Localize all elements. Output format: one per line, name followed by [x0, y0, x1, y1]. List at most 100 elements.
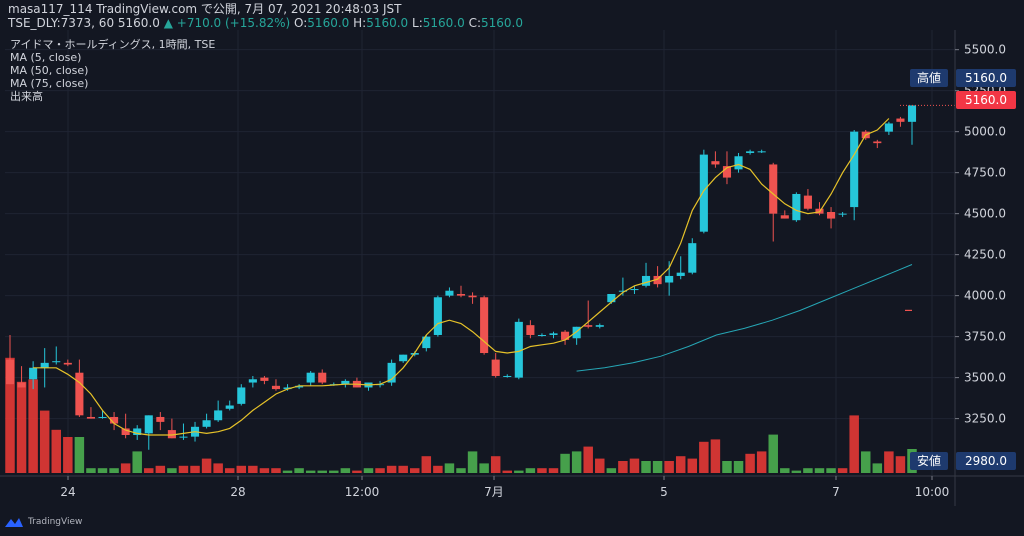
last-price-tag: 5160.0	[956, 91, 1016, 109]
volume-bar	[51, 429, 61, 473]
price-axis[interactable]: 5500.05250.05000.04750.04500.04250.04000…	[955, 43, 1006, 426]
time-tick-label: 28	[230, 485, 245, 499]
high-value: 5160.0	[366, 16, 409, 30]
ma5-line	[33, 118, 890, 436]
volume-bar	[444, 463, 455, 473]
time-axis[interactable]: 24 28 12:00 7月 5 7 10:00	[60, 476, 949, 499]
volume-bar	[74, 437, 85, 473]
volume-bar	[780, 468, 790, 473]
candle-body	[595, 325, 604, 327]
time-tick-label: 7月	[484, 485, 504, 499]
legend-ma75: MA (75, close)	[10, 77, 88, 90]
volume-bar	[386, 465, 397, 473]
candle-body	[283, 387, 292, 390]
volume-bar	[28, 379, 38, 473]
candle-body	[780, 215, 789, 219]
ma50-line	[576, 264, 913, 372]
volume-bar	[294, 468, 304, 473]
candle-body	[399, 354, 408, 362]
symbol-info: TSE_DLY:7373, 60 5160.0 ▲ +710.0 (+15.82…	[8, 16, 523, 30]
volume-bar	[652, 461, 663, 473]
legend-ma50: MA (50, close)	[10, 64, 88, 77]
candle-body	[884, 123, 893, 132]
close-value: 5160.0	[481, 16, 524, 30]
candle-body	[86, 416, 95, 419]
candle-body	[225, 405, 234, 409]
tradingview-logo-icon	[5, 518, 23, 527]
candle-body	[873, 141, 882, 144]
candle-body	[526, 325, 535, 335]
candle-body	[5, 359, 15, 385]
candle-body	[711, 161, 720, 165]
candle-body	[318, 372, 327, 383]
volume-bar	[618, 461, 628, 473]
volume-bar	[895, 456, 906, 473]
volume-bar	[525, 468, 536, 473]
candle-body	[121, 428, 130, 436]
close-label: C:	[468, 16, 482, 30]
candle-body	[260, 377, 269, 381]
volume-bar	[560, 453, 570, 473]
grid-lines	[5, 30, 955, 476]
volume-bar	[224, 468, 235, 473]
volume-bar	[606, 468, 617, 473]
volume-bar	[456, 468, 466, 473]
volume-bar	[317, 470, 327, 473]
chart-area[interactable]: アイドマ・ホールディングス, 1時間, TSE MA (5, close) MA…	[0, 30, 1024, 506]
high-tag-label: 高値	[917, 70, 941, 85]
low-tag-label: 安値	[917, 453, 941, 468]
volume-bar	[514, 470, 524, 473]
volume-bar	[756, 451, 767, 473]
low-tag-value: 2980.0	[965, 454, 1007, 468]
volume-bar	[433, 465, 443, 473]
price-tick-label: 3500.0	[964, 371, 1006, 385]
volume-bar	[571, 451, 582, 473]
volume-bar	[398, 465, 408, 473]
high-tag: 高値 5160.0	[910, 69, 1016, 87]
candle-body	[665, 275, 674, 283]
volume-bar	[16, 381, 27, 473]
price-change: ▲ +710.0 (+15.82%)	[163, 16, 291, 30]
candle-body	[63, 362, 72, 365]
candle-body	[630, 289, 639, 291]
candle-body	[295, 385, 304, 388]
volume-bar	[664, 461, 674, 473]
volume-bar	[479, 463, 489, 473]
volume-bar	[155, 465, 166, 473]
candle-body	[271, 385, 281, 390]
volume-bar	[548, 468, 559, 473]
candle-body	[387, 362, 396, 383]
candle-body	[480, 297, 489, 354]
volume-bar	[63, 437, 73, 473]
candle-body	[491, 359, 500, 376]
candle-body	[838, 213, 847, 215]
price-chart[interactable]: アイドマ・ホールディングス, 1時間, TSE MA (5, close) MA…	[0, 30, 1024, 506]
volume-bar	[144, 468, 154, 473]
price-tick-label: 3250.0	[964, 412, 1006, 426]
price-tick-label: 3750.0	[964, 330, 1006, 344]
volume-bar	[791, 470, 802, 473]
candle-body	[607, 293, 616, 303]
candle-body	[907, 105, 917, 122]
volume-bar	[352, 470, 362, 473]
volume-bar	[340, 468, 351, 473]
candle-body	[584, 325, 593, 327]
publish-info: masa117_114 TradingView.com で公開, 7月 07, …	[8, 2, 402, 16]
volume-bar	[675, 456, 686, 473]
volume-bar	[132, 451, 142, 473]
time-tick-label: 7	[832, 485, 840, 499]
candle-body	[422, 336, 431, 349]
candle-body	[549, 333, 558, 335]
candle-body	[572, 326, 581, 339]
open-label: O:	[294, 16, 308, 30]
volume-bar	[699, 441, 709, 473]
price-tick-label: 4750.0	[964, 166, 1006, 180]
candle-body	[757, 151, 766, 153]
candle-body	[248, 379, 257, 383]
volume-bar	[97, 468, 108, 473]
candle-body	[722, 166, 732, 178]
volume-bar	[490, 456, 501, 473]
low-tag-value-bg	[956, 452, 1016, 470]
candle-body	[433, 297, 442, 335]
candle-body	[445, 290, 454, 296]
